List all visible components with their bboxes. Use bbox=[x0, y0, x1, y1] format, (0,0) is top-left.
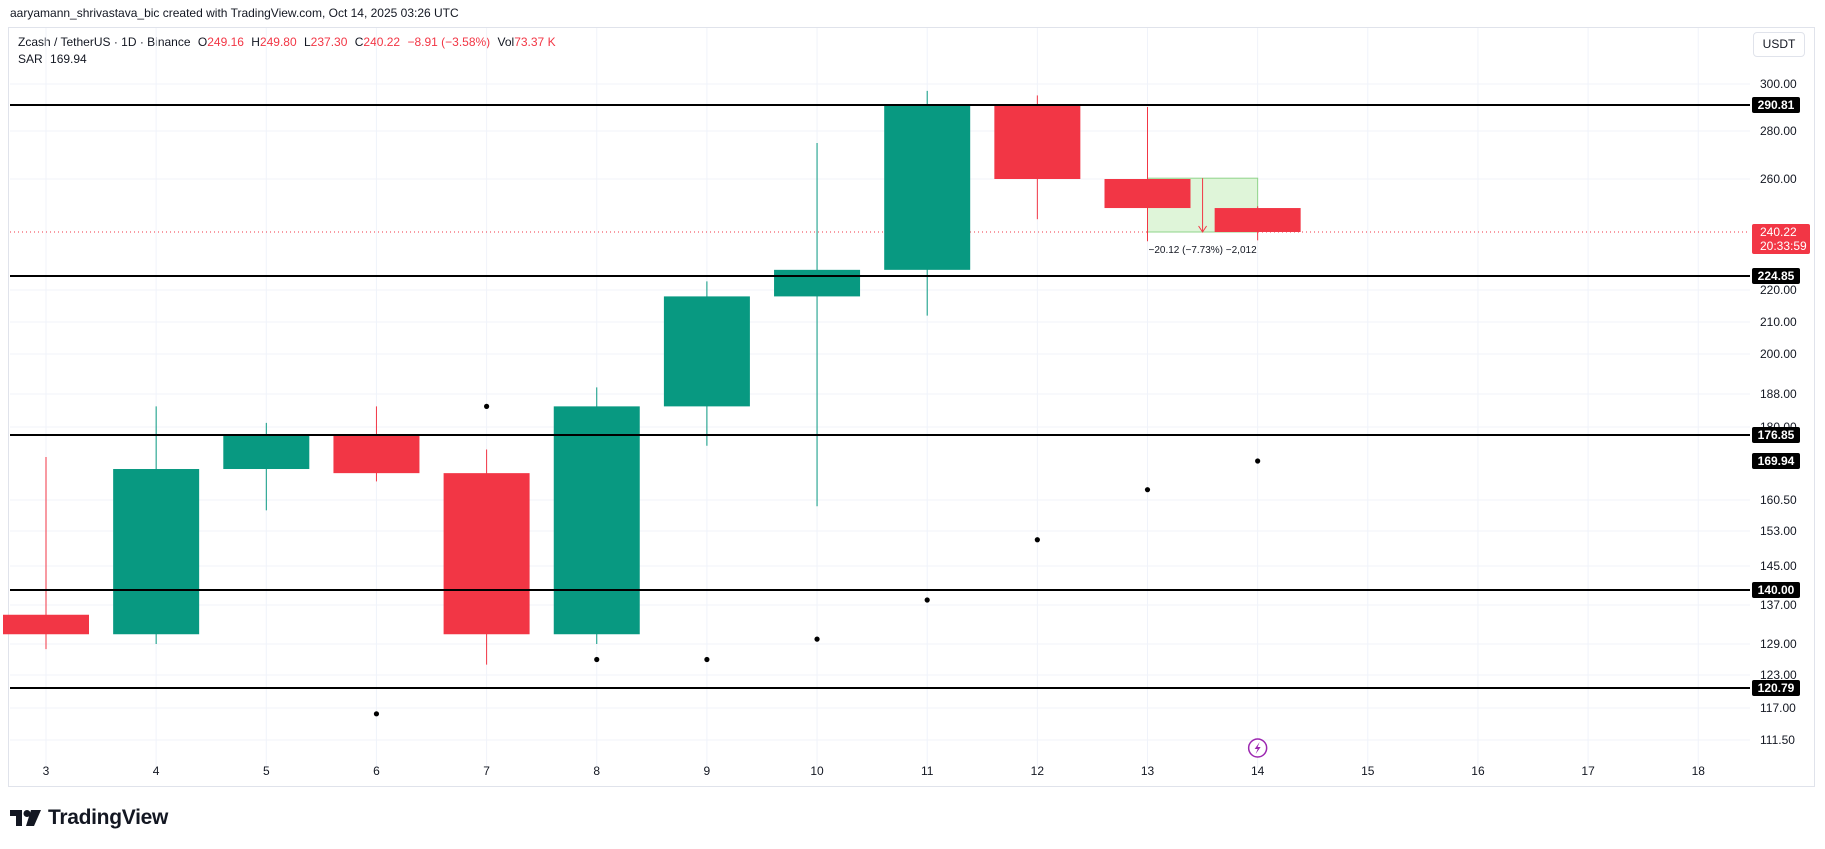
sar-dot bbox=[594, 656, 600, 663]
x-tick-label: 9 bbox=[704, 764, 711, 778]
x-tick-label: 10 bbox=[810, 764, 824, 778]
change-value: −8.91 (−3.58%) bbox=[407, 35, 491, 49]
sar-dot bbox=[1034, 537, 1040, 543]
y-tick-label: 280.00 bbox=[1760, 124, 1797, 138]
chart-frame bbox=[8, 27, 1815, 787]
level-label-bg bbox=[1752, 680, 1800, 696]
high-value: 249.80 bbox=[259, 35, 297, 49]
tradingview-logo-text: TradingView bbox=[48, 806, 169, 829]
tradingview-logo-icon bbox=[10, 810, 41, 826]
y-tick-label: 220.00 bbox=[1760, 283, 1797, 297]
x-tick-label: 3 bbox=[43, 764, 50, 778]
bar-countdown-label: 20:33:59 bbox=[1760, 239, 1807, 253]
high-label: H bbox=[251, 35, 260, 49]
x-tick-label: 6 bbox=[373, 764, 380, 778]
volume-label: Vol bbox=[497, 35, 515, 49]
candle-body[interactable] bbox=[994, 105, 1081, 179]
low-value: 237.30 bbox=[310, 35, 348, 49]
level-label: 140.00 bbox=[1758, 583, 1795, 597]
open-value: 249.16 bbox=[207, 35, 244, 49]
close-value: 240.22 bbox=[363, 35, 401, 49]
y-tick-label: 160.50 bbox=[1760, 493, 1797, 507]
volume-value: 73.37 K bbox=[514, 35, 556, 49]
current-price-label: 240.22 bbox=[1760, 225, 1797, 239]
level-label-bg bbox=[1752, 97, 1800, 113]
candle-body[interactable] bbox=[3, 614, 89, 635]
level-label: 290.81 bbox=[1758, 98, 1795, 112]
sar-dot bbox=[1255, 458, 1261, 464]
candle-body[interactable] bbox=[333, 434, 420, 474]
open-label: O bbox=[197, 35, 208, 49]
y-tick-label: 137.00 bbox=[1760, 598, 1797, 612]
x-tick-label: 4 bbox=[153, 764, 160, 778]
ohlc-row: Zcash / TetherUS · 1D · Binance O249.16 … bbox=[18, 34, 556, 51]
x-tick-label: 16 bbox=[1471, 764, 1485, 778]
candle-body[interactable] bbox=[443, 473, 530, 635]
measure-label: −20.12 (−7.73%) −2,012 bbox=[1149, 245, 1258, 256]
candle-body[interactable] bbox=[774, 269, 861, 297]
candle-body[interactable] bbox=[1104, 179, 1191, 209]
sar-dot bbox=[924, 597, 930, 603]
sar-dot bbox=[814, 636, 820, 642]
candle-body[interactable] bbox=[884, 105, 971, 270]
sar-row[interactable]: SAR 169.94 bbox=[18, 51, 556, 68]
sar-dot bbox=[484, 403, 490, 409]
x-tick-label: 5 bbox=[263, 764, 270, 778]
level-label: 120.79 bbox=[1758, 681, 1795, 695]
sar-dot bbox=[1144, 487, 1151, 493]
x-tick-label: 8 bbox=[593, 764, 600, 778]
level-label: 176.85 bbox=[1758, 428, 1795, 442]
current-price-label-bg bbox=[1752, 224, 1810, 254]
y-tick-label: 153.00 bbox=[1760, 524, 1797, 538]
sar-value: 169.94 bbox=[50, 52, 87, 66]
sar-dot bbox=[373, 711, 380, 717]
candle-body[interactable] bbox=[663, 296, 750, 407]
x-tick-label: 14 bbox=[1251, 764, 1265, 778]
chart-legend: Zcash / TetherUS · 1D · Binance O249.16 … bbox=[18, 34, 556, 68]
y-tick-label: 300.00 bbox=[1760, 77, 1797, 91]
y-tick-label: 117.00 bbox=[1760, 701, 1796, 715]
y-tick-label: 111.50 bbox=[1760, 733, 1795, 747]
x-tick-label: 15 bbox=[1361, 764, 1375, 778]
sar-axis-label: 169.94 bbox=[1758, 454, 1795, 468]
currency-button[interactable]: USDT bbox=[1753, 32, 1805, 57]
chart-credit: aaryamann_shrivastava_bic created with T… bbox=[10, 6, 459, 20]
level-label-bg bbox=[1752, 427, 1800, 443]
y-tick-label: 188.00 bbox=[1760, 387, 1797, 401]
level-label-bg bbox=[1752, 582, 1800, 598]
x-tick-label: 11 bbox=[921, 764, 934, 778]
candle-body[interactable] bbox=[223, 434, 310, 470]
symbol-label[interactable]: Zcash / TetherUS · 1D · Binance bbox=[18, 35, 191, 49]
sar-label: SAR bbox=[18, 52, 43, 66]
x-tick-label: 17 bbox=[1581, 764, 1595, 778]
level-label-bg bbox=[1752, 268, 1800, 284]
x-tick-label: 13 bbox=[1141, 764, 1155, 778]
tradingview-logo: TradingView bbox=[10, 806, 168, 830]
low-label: L bbox=[303, 35, 311, 49]
candle-body[interactable] bbox=[553, 406, 640, 635]
candle-body[interactable] bbox=[1214, 208, 1301, 232]
y-tick-label: 145.00 bbox=[1760, 559, 1797, 573]
y-tick-label: 129.00 bbox=[1760, 637, 1797, 651]
sar-label-bg bbox=[1752, 453, 1800, 469]
sar-dot bbox=[704, 656, 710, 663]
y-tick-label: 123.00 bbox=[1760, 668, 1797, 682]
x-tick-label: 7 bbox=[483, 764, 490, 778]
y-tick-label: 260.00 bbox=[1760, 172, 1797, 186]
candle-body[interactable] bbox=[113, 469, 200, 635]
x-tick-label: 18 bbox=[1692, 764, 1706, 778]
level-label: 224.85 bbox=[1758, 269, 1795, 283]
y-tick-label: 200.00 bbox=[1760, 347, 1797, 361]
close-label: C bbox=[354, 35, 364, 49]
x-tick-label: 12 bbox=[1031, 764, 1045, 778]
y-tick-label: 210.00 bbox=[1760, 315, 1797, 329]
lightning-glyph bbox=[1254, 742, 1261, 754]
measure-arrow-head bbox=[1198, 225, 1207, 233]
